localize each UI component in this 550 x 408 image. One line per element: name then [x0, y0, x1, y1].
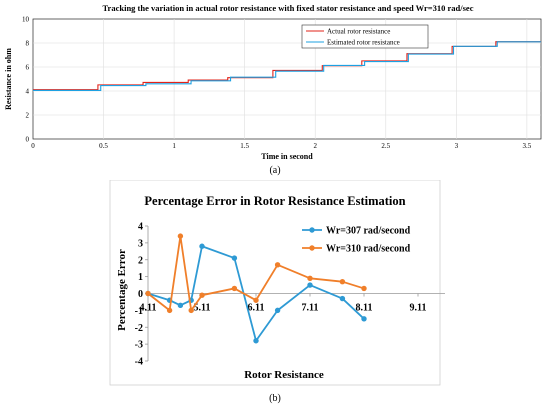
- chart-b-y-tick-label: 4: [138, 222, 143, 233]
- chart-b-wr307-point: [274, 307, 281, 314]
- chart-a-legend-box: [301, 24, 429, 49]
- chart-a-actual-resistance-line: [33, 41, 541, 91]
- chart-a-x-tick-label: 0.5: [99, 142, 108, 150]
- figure-a-caption: (a): [269, 165, 281, 176]
- chart-a-x-tick-label: 0: [31, 142, 35, 150]
- chart-b-legend-marker-310: [309, 245, 315, 251]
- chart-a-y-tick-label: 8: [26, 40, 30, 48]
- chart-a-y-tick-label: 6: [26, 64, 30, 72]
- chart-b-wr307-point: [307, 282, 313, 288]
- chart-b-legend: Wr=307 rad/second Wr=310 rad/second: [302, 226, 411, 255]
- chart-b-wr310-point: [274, 262, 281, 268]
- chart-b-title: Percentage Error in Rotor Resistance Est…: [144, 194, 405, 208]
- chart-b-series: [145, 233, 367, 344]
- chart-b-frame: [109, 180, 441, 386]
- chart-a-series: [33, 41, 541, 91]
- chart-b-legend-label-310: Wr=310 rad/second: [326, 244, 411, 255]
- chart-b-wr307-point: [361, 316, 367, 322]
- chart-b-legend-marker-307: [309, 227, 315, 233]
- chart-b-wr310-point: [177, 233, 184, 239]
- chart-b-x-tick-label: 5.11: [194, 303, 211, 314]
- chart-a-y-ticks: 0 2 4 6 8 10: [22, 16, 30, 144]
- chart-b-wr307-point: [199, 243, 205, 249]
- chart-a-x-axis-label: Time in second: [261, 152, 313, 161]
- chart-b-wr307-point: [177, 302, 184, 309]
- chart-b-wr307-point: [231, 255, 238, 261]
- chart-a-gridlines: [33, 19, 541, 139]
- chart-a-x-tick-label: 1.5: [240, 142, 249, 150]
- chart-b-wr310-point: [145, 290, 151, 297]
- chart-b-x-tick-label: 9.11: [410, 303, 427, 314]
- chart-b-wr310-point: [361, 285, 367, 292]
- chart-b-y-tick-label: 1: [138, 272, 143, 283]
- chart-b-wr310-point: [188, 307, 194, 314]
- chart-a-y-tick-label: 10: [22, 16, 30, 24]
- chart-a-plot-area: [32, 18, 542, 140]
- chart-a-legend: Actual rotor resistance Estimated rotor …: [301, 24, 429, 49]
- chart-a-x-tick-label: 2: [313, 142, 317, 150]
- chart-a-x-ticks: 0 0.5 1 1.5 2 2.5 3 3.5: [31, 142, 532, 150]
- chart-a-x-tick-label: 1: [172, 142, 176, 150]
- chart-b-wr307-point: [339, 295, 346, 302]
- chart-b-y-tick-label: -3: [135, 340, 143, 351]
- chart-b-wr310-point: [199, 292, 205, 298]
- chart-b-wr310-point: [166, 307, 173, 314]
- chart-a-legend-label-actual: Actual rotor resistance: [327, 28, 390, 36]
- chart-b-x-axis-label: Rotor Resistance: [244, 369, 324, 381]
- percentage-error-chart: Percentage Error in Rotor Resistance Est…: [109, 180, 445, 386]
- chart-b-y-tick-label: -2: [135, 323, 143, 334]
- chart-b-y-tick-label: 3: [138, 238, 143, 249]
- chart-b-legend-label-307: Wr=307 rad/second: [326, 226, 411, 237]
- chart-b-y-tick-label: 0: [138, 289, 143, 300]
- chart-b-y-tick-label: -1: [135, 306, 143, 317]
- chart-b-y-axis-label: Percentage Error: [116, 249, 128, 331]
- chart-b-x-tick-label: 6.11: [248, 303, 265, 314]
- chart-a-y-tick-label: 4: [26, 88, 30, 96]
- chart-b-x-tick-label: 7.11: [302, 303, 319, 314]
- chart-b-wr310-point: [339, 278, 346, 285]
- chart-a-x-tick-label: 3.5: [523, 142, 532, 150]
- chart-a-estimated-resistance-line: [33, 41, 541, 91]
- chart-b-y-tick-label: -4: [135, 357, 143, 368]
- rotor-resistance-tracking-chart: Tracking the variation in actual rotor r…: [4, 3, 542, 161]
- chart-b-wr310-point: [253, 297, 259, 303]
- chart-a-y-tick-label: 2: [26, 112, 30, 120]
- chart-a-title: Tracking the variation in actual rotor r…: [103, 3, 474, 13]
- chart-a-legend-label-estimated: Estimated rotor resistance: [327, 39, 400, 47]
- chart-b-y-ticks: 4 3 2 1 0 -1 -2 -3 -4: [135, 222, 148, 368]
- chart-a-y-axis-label: Resistance in ohm: [4, 48, 13, 110]
- chart-b-wr310-point: [231, 285, 238, 292]
- chart-a-y-tick-label: 0: [26, 136, 30, 144]
- figure-b-caption: (b): [269, 393, 281, 404]
- chart-b-y-tick-label: 2: [138, 255, 143, 266]
- chart-b-wr310-point: [307, 275, 313, 282]
- chart-a-x-tick-label: 3: [455, 142, 459, 150]
- chart-a-x-tick-label: 2.5: [381, 142, 390, 150]
- chart-b-x-tick-label: 4.11: [140, 303, 157, 314]
- chart-b-x-tick-label: 8.11: [356, 303, 373, 314]
- chart-b-wr307-point: [253, 338, 259, 344]
